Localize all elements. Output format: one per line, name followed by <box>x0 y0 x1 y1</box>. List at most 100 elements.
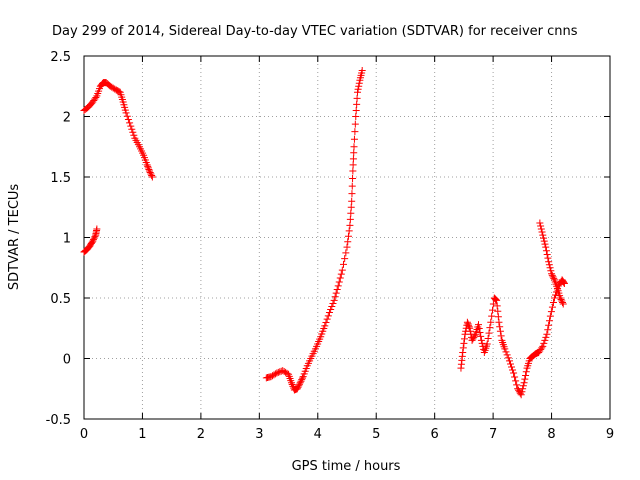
x-axis-label: GPS time / hours <box>292 459 401 474</box>
data-point <box>336 274 344 282</box>
data-point <box>296 379 304 387</box>
data-point <box>543 250 551 258</box>
data-point <box>459 348 467 356</box>
data-point <box>144 164 152 172</box>
x-tick-label: 1 <box>138 427 146 442</box>
data-point <box>324 312 332 320</box>
data-point <box>273 369 281 377</box>
data-point <box>539 231 547 239</box>
y-tick-label: 2.5 <box>50 50 71 65</box>
y-axis-label: SDTVAR / TECUs <box>7 184 22 291</box>
data-point <box>544 254 552 262</box>
data-point <box>124 116 132 124</box>
data-point <box>548 271 556 279</box>
data-point <box>347 203 355 211</box>
x-tick-label: 9 <box>606 427 614 442</box>
data-point <box>337 270 345 278</box>
data-point <box>559 278 567 286</box>
data-point <box>494 307 502 315</box>
data-point <box>344 238 352 246</box>
data-point <box>335 278 343 286</box>
data-point <box>339 260 347 268</box>
data-point <box>559 300 567 308</box>
data-point <box>475 321 482 329</box>
data-point <box>466 327 474 335</box>
data-point <box>497 332 505 340</box>
data-point <box>541 240 549 248</box>
data-point <box>470 333 478 341</box>
data-point <box>465 323 473 331</box>
data-point <box>488 312 496 320</box>
data-point <box>542 333 550 341</box>
data-point <box>325 309 333 317</box>
data-point <box>106 82 114 90</box>
data-point <box>546 317 554 325</box>
data-point <box>545 258 553 266</box>
data-point <box>323 315 331 323</box>
data-point <box>549 299 557 307</box>
data-point <box>519 382 527 390</box>
data-point <box>491 295 499 303</box>
data-point <box>322 319 330 327</box>
data-point <box>494 313 502 321</box>
data-point <box>347 209 355 217</box>
data-point <box>349 155 357 163</box>
data-point <box>293 385 301 393</box>
data-point <box>321 322 329 330</box>
chart-title: Day 299 of 2014, Sidereal Day-to-day VTE… <box>52 24 578 39</box>
data-point <box>271 370 279 378</box>
data-point <box>148 173 156 181</box>
data-point <box>508 363 516 371</box>
data-point <box>298 376 306 384</box>
data-point <box>557 296 565 304</box>
data-point <box>330 296 338 304</box>
data-point <box>477 332 485 340</box>
data-point <box>332 289 340 297</box>
data-point <box>485 329 493 337</box>
data-point <box>476 328 484 336</box>
data-point <box>108 83 116 91</box>
data-point <box>349 161 357 169</box>
data-point <box>267 373 275 381</box>
data-point <box>460 335 468 343</box>
data-point <box>126 119 134 127</box>
data-point <box>495 318 503 326</box>
data-point <box>144 162 152 170</box>
y-tick-label: 0.5 <box>50 292 71 307</box>
data-point <box>354 88 362 96</box>
data-point <box>460 339 468 347</box>
data-point <box>143 161 151 169</box>
data-point <box>537 222 545 230</box>
ticks: 0 1 2 3 4 5 6 7 8 9 -0.5 0 0.5 1 1.5 2 2.5 <box>46 50 615 442</box>
data-point <box>350 143 358 151</box>
data-point <box>122 109 130 117</box>
data-point <box>538 344 546 352</box>
data-point <box>268 372 276 380</box>
data-point <box>115 88 123 96</box>
data-point <box>129 128 137 136</box>
data-point <box>513 381 521 389</box>
data-point <box>333 286 341 294</box>
data-point <box>343 243 351 251</box>
x-tick-label: 3 <box>255 427 263 442</box>
data-point <box>130 131 138 139</box>
data-point <box>329 299 337 307</box>
data-point <box>471 332 479 340</box>
data-point <box>348 190 356 198</box>
data-point <box>341 255 349 263</box>
data-point <box>550 274 558 282</box>
data-point <box>475 325 483 333</box>
data-point <box>346 221 354 229</box>
data-point <box>491 295 499 303</box>
data-point <box>493 296 501 304</box>
x-tick-label: 2 <box>197 427 205 442</box>
data-point <box>496 327 504 335</box>
data-point <box>296 380 304 388</box>
data-point <box>279 367 287 375</box>
data-point <box>123 112 131 120</box>
data-point <box>549 273 557 281</box>
x-tick-label: 0 <box>80 427 88 442</box>
data-point <box>515 386 523 394</box>
data-point <box>502 348 510 356</box>
